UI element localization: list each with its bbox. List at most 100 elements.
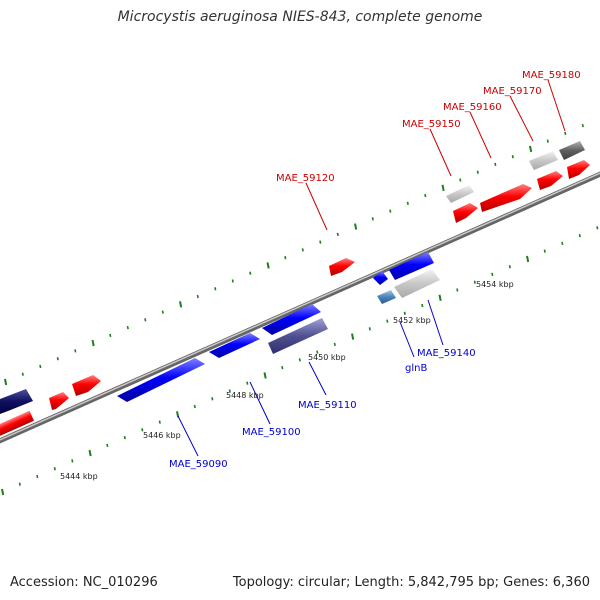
scale-label-5450: 5450 kbp (308, 353, 346, 362)
minor-tick (161, 310, 164, 314)
major-tick (88, 449, 92, 457)
gene-feature-forward[interactable] (0, 410, 34, 441)
reverse-label-leaders (177, 299, 444, 457)
minor-tick (511, 155, 514, 159)
minor-tick (211, 397, 214, 401)
minor-tick (316, 350, 319, 354)
gene-feature-forward[interactable] (72, 375, 101, 396)
gene-label-mae-59110[interactable]: MAE_59110 (298, 400, 357, 411)
minor-tick (21, 372, 24, 376)
forward-label-leaders (305, 79, 566, 231)
map-title: Microcystis aeruginosa NIES-843, complet… (117, 9, 483, 25)
gene-feature-reverse[interactable] (377, 290, 396, 304)
minor-tick (456, 288, 459, 292)
gene-label-glnb[interactable]: glnB (405, 363, 427, 374)
minor-tick (74, 349, 77, 353)
minor-tick (18, 482, 21, 486)
minor-tick (123, 435, 126, 440)
gene-label-mae-59090[interactable]: MAE_59090 (169, 459, 228, 470)
scale-label-5452: 5452 kbp (393, 316, 431, 325)
minor-tick (424, 193, 427, 198)
minor-tick (508, 265, 511, 269)
gene-feature-forward[interactable] (329, 258, 355, 276)
minor-tick (473, 280, 476, 284)
minor-tick (126, 325, 129, 330)
minor-tick (403, 311, 406, 315)
major-tick (1, 488, 5, 496)
gene-label-mae-59100[interactable]: MAE_59100 (242, 427, 301, 438)
minor-tick (144, 318, 147, 322)
gene-feature-forward[interactable] (537, 171, 563, 190)
gene-label-mae-59170[interactable]: MAE_59170 (483, 86, 542, 97)
gene-feature-reverse-pseudo[interactable] (394, 269, 440, 298)
minor-tick (158, 420, 161, 424)
minor-tick (106, 443, 109, 448)
minor-tick (546, 139, 549, 143)
gene-feature-forward-pseudo[interactable] (529, 151, 558, 170)
minor-tick (564, 131, 567, 136)
minor-tick (421, 303, 424, 308)
gene-feature-forward-pseudo[interactable] (446, 185, 474, 203)
major-tick (354, 223, 358, 230)
major-tick (4, 378, 8, 386)
gene-feature-reverse[interactable] (373, 271, 388, 285)
gene-feature-forward[interactable] (567, 160, 590, 179)
gene-label-mae-59140[interactable]: MAE_59140 (417, 348, 476, 359)
minor-tick (319, 240, 322, 244)
minor-tick (36, 474, 39, 479)
minor-tick (561, 241, 564, 246)
accession-label: Accession: NC_010296 (10, 575, 158, 590)
minor-tick (336, 232, 339, 237)
minor-tick (543, 249, 546, 253)
minor-tick (298, 358, 301, 362)
minor-tick (389, 209, 392, 213)
minor-tick (249, 271, 252, 275)
minor-tick (214, 287, 217, 291)
minor-tick (196, 294, 199, 299)
tick-track-upper (4, 123, 584, 386)
minor-tick (53, 467, 56, 471)
major-tick (526, 255, 530, 263)
gene-feature-forward[interactable] (480, 184, 532, 212)
minor-tick (371, 217, 374, 221)
minor-tick (406, 201, 409, 205)
minor-tick (491, 272, 494, 277)
minor-tick (301, 248, 304, 252)
gene-feature-reverse[interactable] (209, 333, 260, 358)
major-tick (179, 301, 183, 308)
gene-feature-reverse[interactable] (0, 389, 33, 414)
scale-label-5448: 5448 kbp (226, 391, 264, 400)
reverse-gene-labels: MAE_59090 MAE_59100 MAE_59110 glnB MAE_5… (169, 348, 476, 470)
minor-tick (281, 366, 284, 370)
minor-tick (56, 357, 59, 361)
gene-label-mae-59120[interactable]: MAE_59120 (276, 173, 335, 184)
minor-tick (494, 162, 497, 167)
minor-tick (386, 319, 389, 323)
minor-tick (581, 123, 584, 128)
major-tick (266, 262, 270, 269)
scale-label-5446: 5446 kbp (143, 431, 181, 440)
genome-backbone (0, 171, 600, 444)
gene-label-mae-59180[interactable]: MAE_59180 (522, 70, 581, 81)
minor-tick (193, 404, 196, 409)
gene-feature-forward-pseudo[interactable] (559, 141, 585, 160)
gene-feature-reverse[interactable] (389, 252, 434, 280)
gene-feature-reverse[interactable] (117, 358, 205, 402)
minor-tick (476, 170, 479, 174)
gene-feature-forward[interactable] (49, 392, 69, 410)
minor-tick (109, 333, 112, 338)
major-tick (441, 184, 445, 191)
minor-tick (596, 226, 599, 230)
gene-feature-forward[interactable] (453, 203, 478, 223)
gene-label-mae-59150[interactable]: MAE_59150 (402, 119, 461, 130)
major-tick (263, 372, 267, 379)
gene-label-mae-59160[interactable]: MAE_59160 (443, 102, 502, 113)
minor-tick (459, 178, 462, 182)
minor-tick (39, 364, 42, 369)
forward-strand-features (0, 141, 590, 441)
gene-feature-reverse[interactable] (262, 304, 321, 335)
reverse-strand-features (0, 252, 440, 414)
scale-label-5454: 5454 kbp (476, 280, 514, 289)
gene-feature-reverse[interactable] (268, 318, 328, 354)
